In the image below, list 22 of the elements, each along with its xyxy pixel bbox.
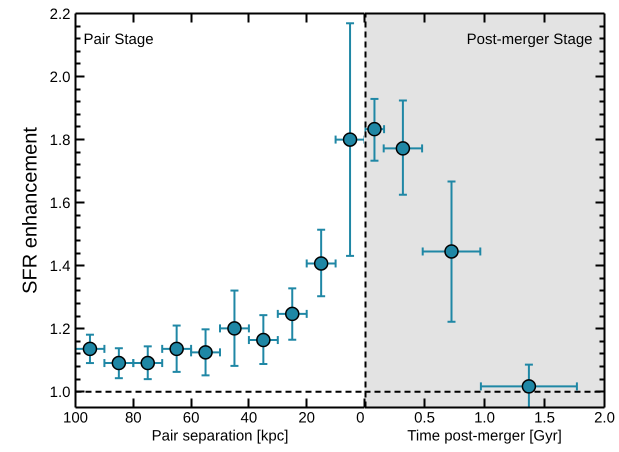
y-tick-label: 2.2 [50, 6, 71, 23]
annotation: Post-merger Stage [466, 31, 592, 48]
y-axis-title: SFR enhancement [20, 126, 42, 294]
x-tick-label: 60 [182, 410, 200, 426]
y-tick-label: 1.6 [50, 195, 71, 212]
y-tick-label: 1.0 [50, 384, 71, 402]
x-tick-label: 20 [298, 410, 316, 426]
x-tick-label: 1.0 [474, 410, 495, 426]
x-tick-label: 80 [124, 410, 142, 426]
y-tick-label: 2.0 [50, 69, 71, 86]
x-tick-label: 0 [356, 410, 364, 426]
annotation: Pair Stage [84, 31, 154, 48]
x-tick-label: 40 [240, 410, 258, 426]
x-tick-label: 1.5 [534, 410, 555, 426]
y-tick-label: 1.2 [50, 321, 71, 338]
x-tick-label: 2.0 [594, 410, 615, 426]
x-axis-title: Pair separation [kpc] [152, 428, 288, 444]
x-tick-label: 100 [62, 410, 88, 426]
x-tick-label: 0.5 [414, 410, 435, 426]
y-tick-label: 1.8 [50, 132, 71, 150]
x-axis-title: Time post-merger [Gyr] [407, 428, 562, 444]
y-tick-label: 1.4 [50, 258, 71, 276]
